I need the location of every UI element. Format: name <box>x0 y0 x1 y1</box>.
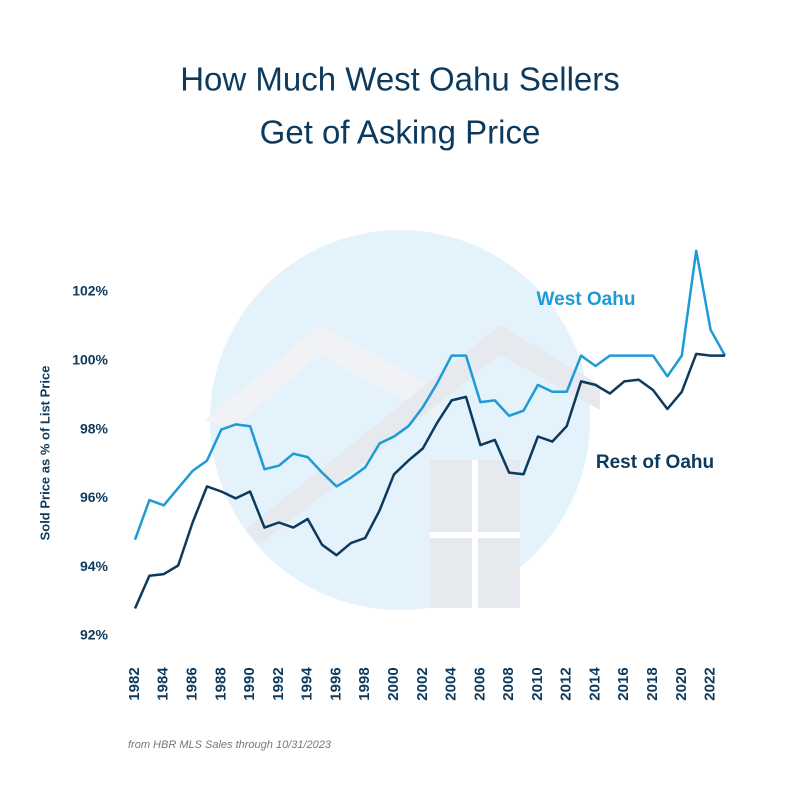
x-tick-label: 2018 <box>644 667 661 700</box>
x-tick-label: 2000 <box>385 667 402 700</box>
y-tick-label: 102% <box>72 283 108 299</box>
y-tick-label: 92% <box>80 627 109 643</box>
x-tick-label: 2022 <box>702 667 719 700</box>
x-tick-label: 1998 <box>356 667 373 700</box>
series-line <box>133 249 727 541</box>
x-tick-label: 1986 <box>184 667 201 700</box>
source-note: from HBR MLS Sales through 10/31/2023 <box>128 739 332 751</box>
x-tick-label: 2006 <box>471 667 488 700</box>
chart-title: How Much West Oahu Sellers <box>180 61 620 98</box>
x-tick-label: 2016 <box>615 667 632 700</box>
y-tick-label: 100% <box>72 352 108 368</box>
x-tick-label: 2002 <box>414 667 431 700</box>
y-tick-label: 94% <box>80 558 109 574</box>
x-tick-label: 2012 <box>558 667 575 700</box>
y-tick-label: 96% <box>80 489 109 505</box>
x-tick-label: 2008 <box>500 667 517 700</box>
logo-roof <box>205 325 440 430</box>
x-tick-label: 1984 <box>155 667 172 701</box>
x-tick-label: 2004 <box>443 667 460 701</box>
series-line <box>133 352 725 610</box>
series-label: West Oahu <box>537 289 636 310</box>
series-label: Rest of Oahu <box>596 452 714 473</box>
x-tick-label: 2020 <box>673 667 690 700</box>
x-tick-label: 2014 <box>586 667 603 701</box>
x-tick-label: 1988 <box>212 667 229 700</box>
x-tick-label: 1996 <box>327 667 344 700</box>
y-tick-label: 98% <box>80 420 109 436</box>
chart-title: Get of Asking Price <box>260 114 541 151</box>
x-tick-label: 2010 <box>529 667 546 700</box>
x-tick-label: 1982 <box>126 667 143 700</box>
x-tick-label: 1992 <box>270 667 287 700</box>
y-axis-label: Sold Price as % of List Price <box>37 366 52 541</box>
x-tick-label: 1994 <box>299 667 316 701</box>
x-tick-label: 1990 <box>241 667 258 700</box>
